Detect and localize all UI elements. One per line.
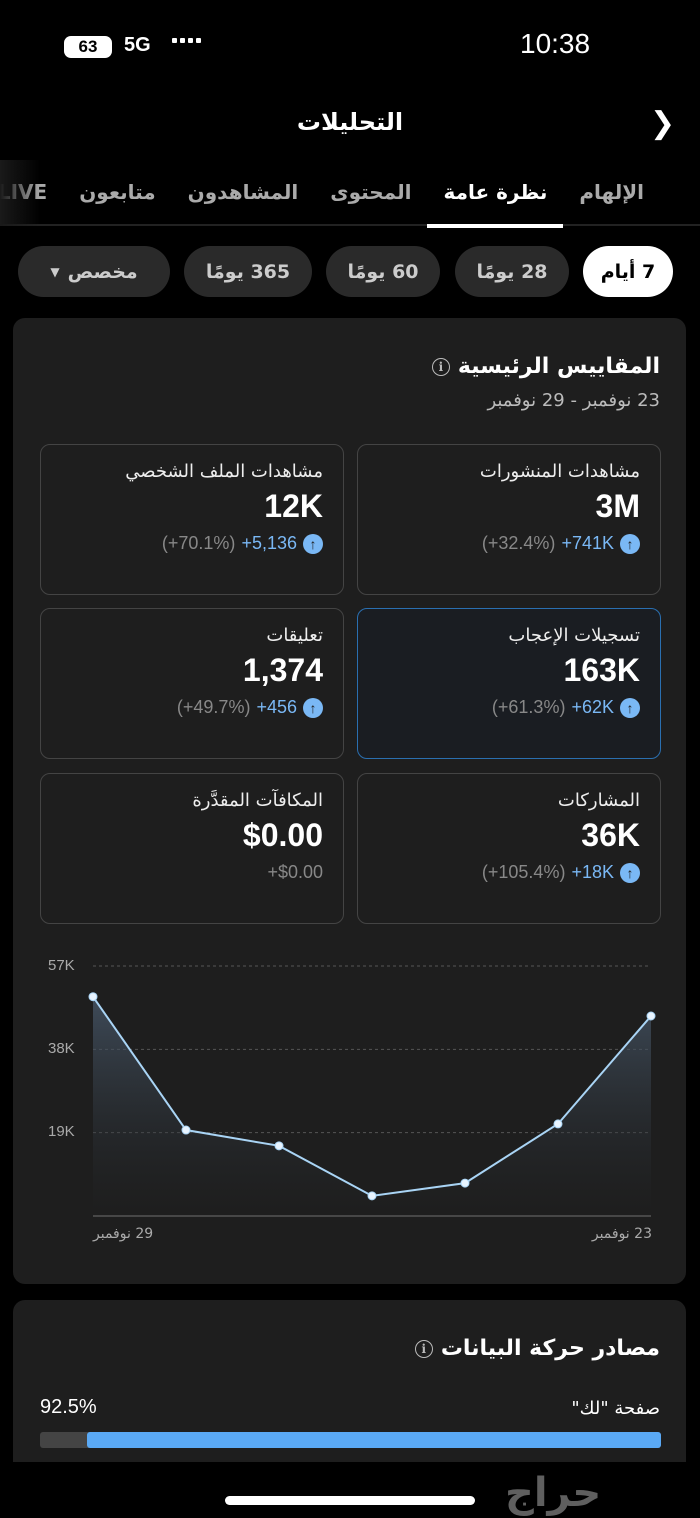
metric-card-shares[interactable]: المشاركات 36K ↑ +18K (+105.4%) [357, 773, 661, 924]
network-type: 5G [124, 34, 151, 56]
tab-viewers[interactable]: المشاهدون [187, 180, 299, 204]
data-point[interactable] [646, 1011, 656, 1021]
metric-change: ↑ +741K (+32.4%) [378, 533, 640, 554]
tabs-fade [0, 160, 40, 226]
metric-value: 1,374 [242, 652, 323, 688]
x-tick: 23 نوفمبر [591, 1226, 652, 1242]
chip-label: مخصص [67, 260, 138, 283]
metric-label: المكافآت المقدَّرة [192, 790, 323, 811]
data-point[interactable] [460, 1178, 470, 1188]
metric-change: ↑ +18K (+105.4%) [378, 862, 640, 883]
metric-label: مشاهدات الملف الشخصي [125, 461, 323, 482]
data-point[interactable] [181, 1125, 191, 1135]
chip-label: 28 يومًا [476, 260, 548, 283]
arrow-up-icon: ↑ [620, 533, 640, 554]
metric-card-post-views[interactable]: مشاهدات المنشورات 3M ↑ +741K (+32.4%) [357, 444, 661, 595]
metric-change: +$0.00 [61, 862, 323, 883]
key-metrics-heading: المقاييس الرئيسية i [431, 354, 660, 379]
range-60-days[interactable]: 60 يومًا [326, 246, 440, 297]
battery-indicator: 63 [64, 36, 112, 58]
metric-card-estimated-rewards[interactable]: المكافآت المقدَّرة $0.00 +$0.00 [40, 773, 344, 924]
likes-chart [88, 965, 656, 1217]
watermark-logo: حراج [505, 1470, 602, 1516]
metric-label: تسجيلات الإعجاب [508, 625, 640, 646]
tab-content[interactable]: المحتوى [330, 180, 412, 204]
tab-bar: الإلهام نظرة عامة المحتوى المشاهدون متاب… [0, 172, 700, 228]
change-value: +5,136 [241, 533, 297, 553]
arrow-up-icon: ↑ [620, 862, 640, 883]
traffic-source-percent: 92.5% [40, 1396, 97, 1418]
page-title: التحليلات [296, 108, 404, 136]
change-value: +741K [561, 533, 614, 553]
info-icon[interactable]: i [414, 1339, 433, 1358]
metric-label: مشاهدات المنشورات [479, 461, 640, 482]
traffic-progress-fill [86, 1432, 661, 1448]
change-percent: (+105.4%) [481, 862, 566, 882]
range-custom[interactable]: مخصص ▼ [18, 246, 170, 297]
range-28-days[interactable]: 28 يومًا [455, 246, 569, 297]
change-percent: (+32.4%) [481, 533, 556, 553]
metric-change: ↑ +5,136 (+70.1%) [61, 533, 323, 554]
metric-value: 12K [264, 488, 323, 524]
data-point[interactable] [274, 1141, 284, 1151]
x-tick: 29 نوفمبر [93, 1226, 154, 1242]
metric-card-likes[interactable]: تسجيلات الإعجاب 163K ↑ +62K (+61.3%) [357, 608, 661, 759]
section-title: المقاييس الرئيسية [457, 354, 660, 379]
change-percent: (+61.3%) [491, 697, 566, 717]
range-7-days[interactable]: 7 أيام [583, 246, 673, 297]
dropdown-caret-icon: ▼ [50, 264, 60, 279]
signal-icon [172, 38, 201, 43]
home-indicator[interactable] [225, 1496, 475, 1505]
y-tick: 38K [48, 1040, 75, 1057]
data-point[interactable] [553, 1119, 563, 1129]
change-value: +456 [256, 697, 297, 717]
change-value: +62K [571, 697, 614, 717]
metric-change: ↑ +456 (+49.7%) [61, 697, 323, 718]
change-value: +$0.00 [267, 862, 323, 882]
tab-inspiration[interactable]: الإلهام [579, 180, 644, 204]
date-range: 23 نوفمبر - 29 نوفمبر [487, 390, 660, 411]
chart-area [93, 996, 651, 1216]
traffic-source-label: صفحة "لك" [571, 1398, 660, 1419]
data-point[interactable] [88, 992, 98, 1002]
chip-label: 60 يومًا [347, 260, 419, 283]
change-percent: (+70.1%) [161, 533, 236, 553]
range-365-days[interactable]: 365 يومًا [184, 246, 312, 297]
metric-value: 36K [581, 817, 640, 853]
tab-followers[interactable]: متابعون [79, 180, 156, 204]
back-button[interactable]: ❯ [650, 106, 675, 141]
section-title: مصادر حركة البيانات [440, 1336, 660, 1361]
metric-value: 163K [563, 652, 641, 688]
y-tick: 19K [48, 1123, 75, 1140]
chevron-right-icon: ❯ [650, 106, 676, 141]
chip-label: 7 أيام [600, 260, 656, 283]
metric-label: المشاركات [557, 790, 640, 811]
data-point[interactable] [367, 1191, 377, 1201]
info-icon[interactable]: i [431, 357, 450, 376]
arrow-up-icon: ↑ [303, 533, 323, 554]
metric-value: $0.00 [242, 817, 323, 853]
metric-value: 3M [595, 488, 640, 524]
traffic-heading: مصادر حركة البيانات i [414, 1336, 660, 1361]
metric-change: ↑ +62K (+61.3%) [378, 697, 640, 718]
status-time: 10:38 [520, 28, 591, 59]
arrow-up-icon: ↑ [620, 697, 640, 718]
tab-overview[interactable]: نظرة عامة [427, 172, 564, 228]
change-percent: (+49.7%) [176, 697, 251, 717]
metric-label: تعليقات [266, 625, 323, 646]
arrow-up-icon: ↑ [303, 697, 323, 718]
change-value: +18K [571, 862, 614, 882]
y-tick: 57K [48, 957, 75, 974]
metric-card-comments[interactable]: تعليقات 1,374 ↑ +456 (+49.7%) [40, 608, 344, 759]
metric-card-profile-views[interactable]: مشاهدات الملف الشخصي 12K ↑ +5,136 (+70.1%) [40, 444, 344, 595]
chip-label: 365 يومًا [205, 260, 291, 283]
